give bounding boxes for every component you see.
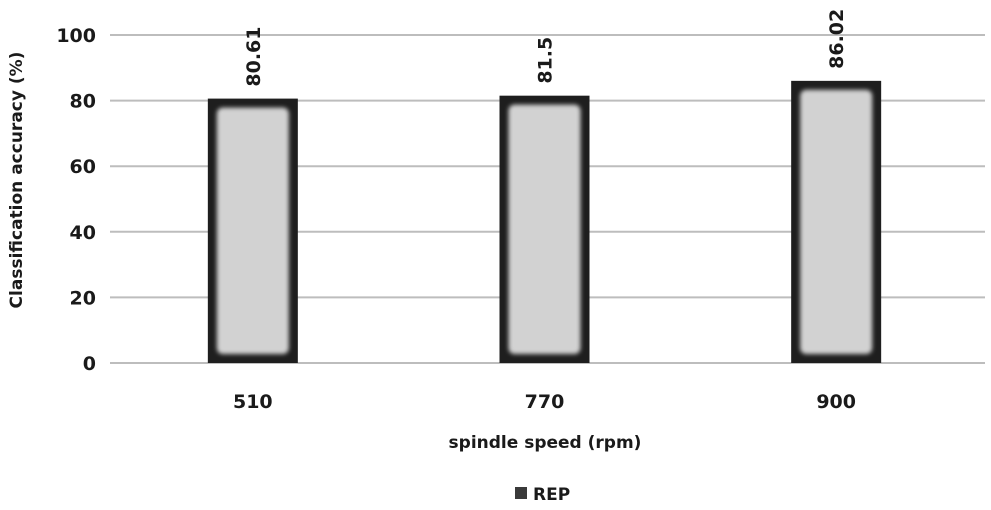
data-label-900: 86.02 [826,9,848,69]
y-tick-label: 20 [70,287,96,309]
y-tick-label: 60 [70,156,96,178]
data-label-770: 81.5 [535,37,557,84]
bar-fill-770 [508,104,581,355]
x-tick-label-510: 510 [233,391,273,413]
x-tick-label-900: 900 [816,391,856,413]
legend: REP [515,485,570,505]
y-axis-title: Classification accuracy (%) [7,52,27,309]
data-labels: 80.61 81.5 86.02 [243,9,848,87]
x-axis-title: spindle speed (rpm) [449,433,642,453]
y-tick-label: 100 [56,25,96,47]
x-axis-tick-labels: 510 770 900 [233,391,856,413]
y-tick-label: 40 [70,222,96,244]
x-tick-label-770: 770 [525,391,565,413]
y-axis-tick-labels: 0 20 40 60 80 100 [56,25,96,375]
legend-label-rep: REP [533,485,570,505]
bar-fill-510 [216,107,289,354]
bars [207,80,882,364]
legend-swatch-rep [515,487,527,499]
data-label-510: 80.61 [243,26,265,86]
y-tick-label: 0 [83,353,96,375]
y-tick-label: 80 [70,91,96,113]
bar-fill-900 [800,89,873,354]
